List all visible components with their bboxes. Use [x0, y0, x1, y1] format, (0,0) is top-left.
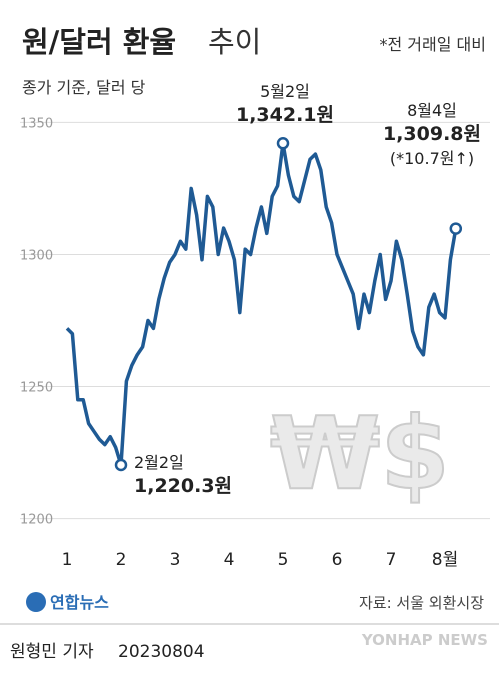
annotation: 8월4일: [407, 101, 457, 120]
annotation: (*10.7원↑): [390, 149, 474, 168]
x-tick-label: 5: [278, 550, 289, 570]
x-tick-label: 6: [332, 550, 343, 570]
x-tick-label: 2: [116, 550, 127, 570]
y-tick-label: 1300: [20, 248, 53, 263]
watermark: YONHAP NEWS: [361, 631, 488, 649]
point-marker: [276, 137, 290, 150]
chart-title-suffix: 추이: [208, 25, 261, 59]
source: 자료: 서울 외환시장: [359, 594, 484, 612]
byline: 원형민 기자: [10, 642, 94, 662]
annotation: 2월2일: [134, 453, 184, 472]
x-tick-label: 7: [386, 550, 397, 570]
y-tick-label: 1200: [20, 513, 53, 528]
annotation: 1,220.3원: [134, 475, 232, 497]
x-tick-label: 4: [224, 550, 235, 570]
annotation: 1,342.1원: [236, 104, 334, 126]
date: 20230804: [118, 642, 205, 662]
currency-graphic: ₩$: [270, 395, 450, 512]
subtitle: 종가 기준, 달러 당: [22, 78, 146, 97]
x-tick-label: 8월: [432, 550, 458, 570]
x-tick-label: 3: [170, 550, 181, 570]
x-tick-label: 1: [62, 550, 73, 570]
note: *전 거래일 대비: [380, 35, 487, 54]
logo-icon: [26, 592, 46, 612]
line: [65, 141, 458, 467]
point-marker: [114, 458, 128, 472]
point-marker: [449, 222, 463, 235]
logo: 연합뉴스: [50, 593, 109, 612]
y-tick-label: 1250: [20, 381, 53, 396]
y-tick-label: 1350: [20, 116, 53, 131]
annotation: 5월2일: [260, 82, 310, 101]
chart-title: 원/달러 환율: [22, 25, 176, 59]
annotation: 1,309.8원: [383, 123, 481, 145]
